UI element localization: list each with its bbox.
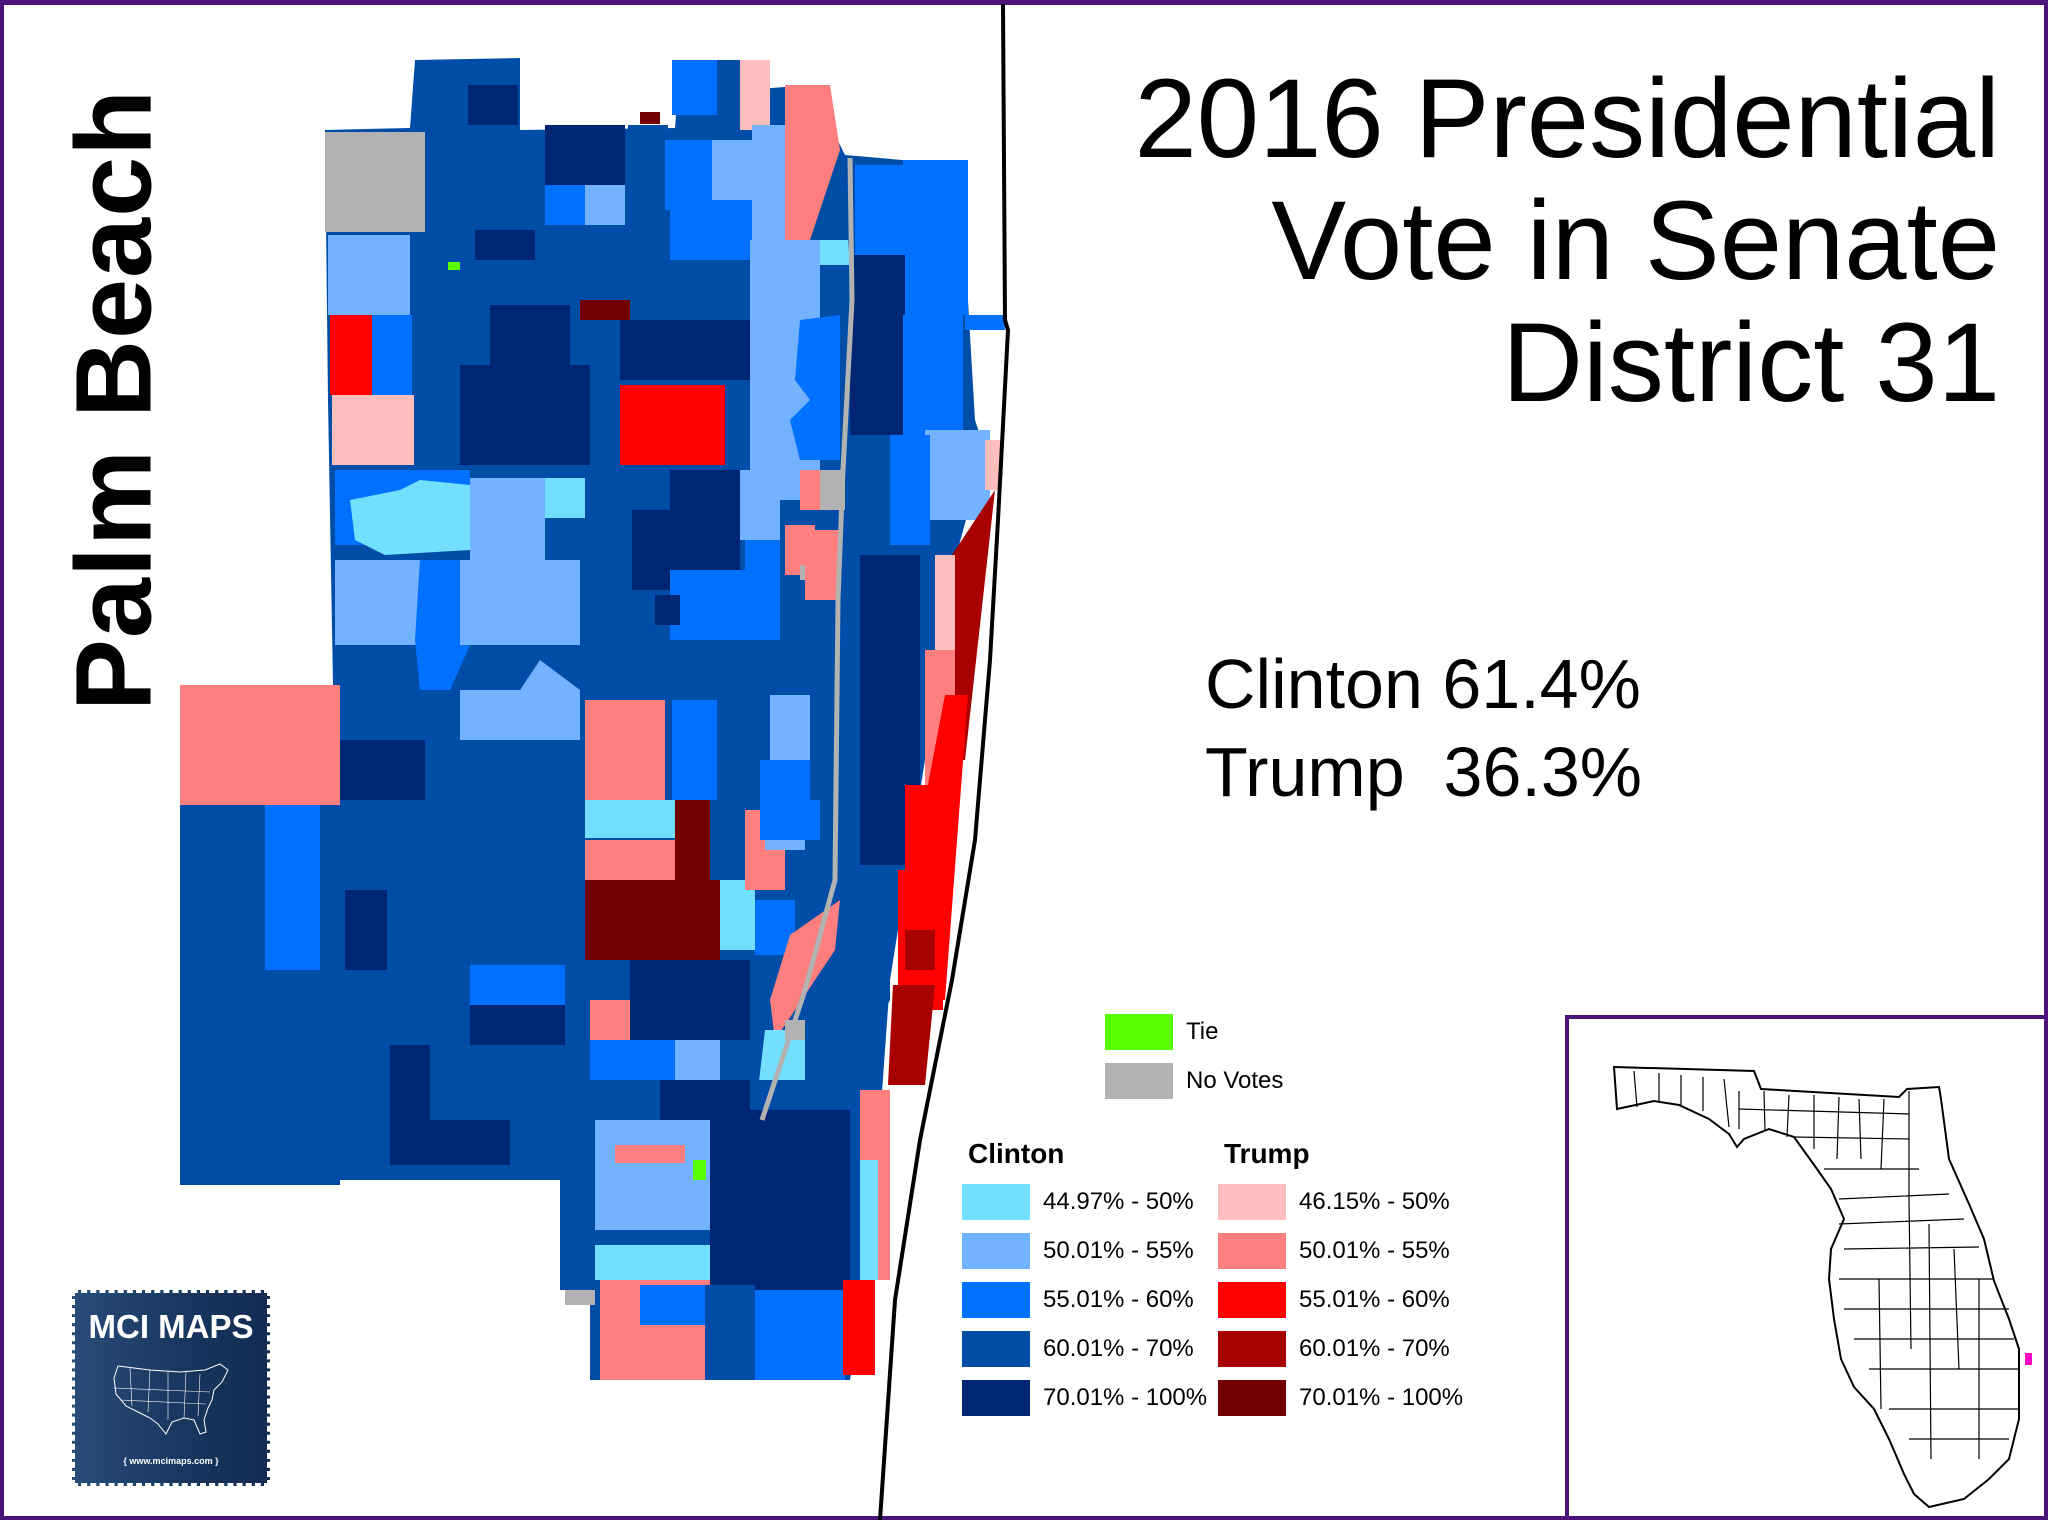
usa-map-icon [113,1363,229,1435]
legend-clinton: Clinton 44.97% - 50% 50.01% - 55% 55.01%… [962,1138,1207,1429]
legend-item: 46.15% - 50% [1218,1184,1463,1220]
legend-label: No Votes [1186,1067,1284,1094]
legend-label: 60.01% - 70% [1043,1335,1194,1362]
legend-label: 50.01% - 55% [1299,1237,1450,1264]
legend-item: 55.01% - 60% [962,1282,1207,1318]
vote-results: Clinton 61.4% Trump 36.3% [1205,640,1642,816]
legend-label: 44.97% - 50% [1043,1188,1194,1215]
intracoastal-waterway [759,157,855,1121]
swatch [962,1184,1030,1220]
legend-item: 60.01% - 70% [1218,1331,1463,1367]
legend-item-tie: Tie [1105,1014,1218,1050]
legend-label: 55.01% - 60% [1299,1286,1450,1313]
legend-label: 46.15% - 50% [1299,1188,1450,1215]
swatch [962,1331,1030,1367]
precinct-shapes [180,58,1005,1380]
legend-item: 50.01% - 55% [962,1233,1207,1269]
legend-trump: Trump 46.15% - 50% 50.01% - 55% 55.01% -… [1218,1138,1463,1429]
legend-heading: Clinton [968,1138,1065,1169]
logo-url: { www.mcimaps.com } [123,1456,219,1466]
swatch [962,1380,1030,1416]
swatch [1218,1331,1286,1367]
swatch [962,1282,1030,1318]
mci-maps-logo: MCI MAPS { www.mcimaps.com } [72,1290,270,1486]
legend-label: 70.01% - 100% [1299,1384,1464,1411]
florida-locator-inset [1565,1015,2048,1520]
title-line-3: District 31 [1502,300,2000,425]
legend-item: 44.97% - 50% [962,1184,1207,1220]
legend-label: 55.01% - 60% [1043,1286,1194,1313]
no-votes-swatch [1105,1063,1173,1099]
title-line-2: Vote in Senate [1271,178,2000,303]
county-label-text: Palm Beach [52,88,174,712]
florida-counties-map [1612,1065,2032,1509]
legend-item: 50.01% - 55% [1218,1233,1463,1269]
logo-brand: MCI MAPS [88,1308,254,1345]
legend-item: 70.01% - 100% [962,1380,1207,1416]
clinton-result: Clinton 61.4% [1205,645,1641,723]
tie-swatch [1105,1014,1173,1050]
swatch [962,1233,1030,1269]
swatch [1218,1184,1286,1220]
trump-result: Trump 36.3% [1205,733,1643,811]
legend-item-no-votes: No Votes [1105,1063,1283,1099]
legend-label: 50.01% - 55% [1043,1237,1194,1264]
legend-label: 70.01% - 100% [1043,1384,1208,1411]
legend-item: 55.01% - 60% [1218,1282,1463,1318]
map-title: 2016 Presidential Vote in Senate Distric… [1135,58,2000,424]
legend-item: 60.01% - 70% [962,1331,1207,1367]
legend-heading: Trump [1224,1138,1310,1169]
swatch [1218,1282,1286,1318]
legend-label: Tie [1186,1018,1219,1045]
district-highlight [2025,1353,2032,1365]
county-label: Palm Beach [53,80,174,720]
legend-label: 60.01% - 70% [1299,1335,1450,1362]
title-line-1: 2016 Presidential [1134,56,2000,181]
swatch [1218,1233,1286,1269]
swatch [1218,1380,1286,1416]
county-boundary-line [878,3,1011,1520]
legend-item: 70.01% - 100% [1218,1380,1463,1416]
